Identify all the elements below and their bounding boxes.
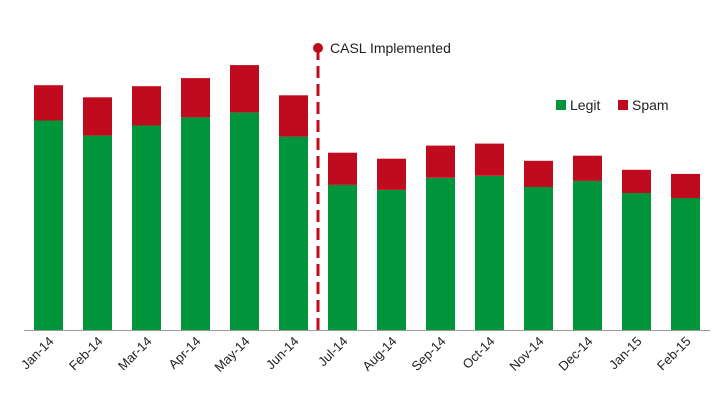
x-tick-labels: Jan-14 Feb-14 Mar-14 Apr-14 May-14 Jun-14 Jul-… <box>18 334 694 375</box>
legend-label-spam: Spam <box>632 97 669 113</box>
bar-spam-feb-15 <box>671 173 700 199</box>
bar-legit-jun-14 <box>279 136 308 330</box>
bar-spam-jan-14 <box>34 85 63 121</box>
bar-spam-dec-14 <box>573 155 602 181</box>
x-tick-label: Jul-14 <box>315 334 351 370</box>
bar-spam-feb-14 <box>83 97 112 136</box>
casl-annotation: CASL Implemented <box>313 40 451 330</box>
legend-swatch-legit <box>556 100 566 110</box>
x-tick-label: Jun-14 <box>263 334 302 373</box>
annotation-label: CASL Implemented <box>330 40 451 56</box>
x-tick-label: Nov-14 <box>506 334 546 374</box>
bars-layer <box>34 65 700 331</box>
legend-swatch-spam <box>618 100 628 110</box>
x-tick-label: May-14 <box>211 334 252 375</box>
bar-legit-apr-14 <box>181 117 210 331</box>
x-tick-label: Sep-14 <box>408 334 448 374</box>
bar-spam-nov-14 <box>524 160 553 187</box>
bar-legit-jan-14 <box>34 120 63 330</box>
bar-legit-feb-15 <box>671 198 700 330</box>
bar-spam-oct-14 <box>475 143 504 176</box>
bar-spam-mar-14 <box>132 86 161 126</box>
bar-spam-jul-14 <box>328 152 357 185</box>
bar-legit-jul-14 <box>328 184 357 330</box>
x-tick-label: Jan-15 <box>606 334 645 373</box>
bar-legit-sep-14 <box>426 177 455 330</box>
bar-legit-feb-14 <box>83 135 112 330</box>
bar-legit-may-14 <box>230 112 259 331</box>
x-tick-label: Dec-14 <box>555 334 595 374</box>
legend: Legit Spam <box>556 97 669 113</box>
x-tick-label: Oct-14 <box>459 334 497 372</box>
x-tick-label: Feb-15 <box>654 334 694 374</box>
bar-spam-jun-14 <box>279 95 308 137</box>
x-tick-label: Aug-14 <box>359 334 399 374</box>
bar-legit-dec-14 <box>573 180 602 330</box>
bar-spam-aug-14 <box>377 158 406 190</box>
bar-spam-may-14 <box>230 65 259 113</box>
x-tick-label: Jan-14 <box>18 334 57 373</box>
bar-spam-apr-14 <box>181 78 210 118</box>
x-tick-label: Apr-14 <box>165 334 203 372</box>
x-tick-label: Mar-14 <box>115 334 155 374</box>
bar-spam-sep-14 <box>426 145 455 178</box>
bar-legit-jan-15 <box>622 193 651 330</box>
bar-legit-nov-14 <box>524 186 553 330</box>
bar-legit-aug-14 <box>377 190 406 330</box>
bar-legit-mar-14 <box>132 125 161 330</box>
bar-legit-oct-14 <box>475 175 504 330</box>
legend-label-legit: Legit <box>570 97 600 113</box>
bar-spam-jan-15 <box>622 169 651 193</box>
x-tick-label: Feb-14 <box>66 334 106 374</box>
annotation-marker-dot <box>313 43 323 53</box>
